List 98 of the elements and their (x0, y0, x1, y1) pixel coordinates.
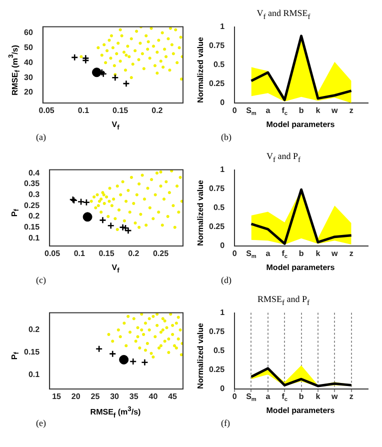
point (77, 198, 85, 206)
point (141, 358, 148, 366)
x-tick-label: 0.05 (44, 249, 61, 258)
y-axis-title: Normalized value (196, 180, 204, 246)
x-tick-label: z (349, 249, 354, 258)
point (95, 345, 103, 353)
x-axis-title: Model parameters (265, 120, 336, 131)
x-tick-label: k (316, 392, 321, 402)
text: (d) (221, 275, 232, 285)
y-tick-label: 0.25 (208, 222, 226, 232)
x-tick-label: 45 (168, 392, 178, 402)
x-tick-label: 0.05 (38, 106, 55, 116)
y-tick-label: 0.1 (28, 370, 40, 380)
y-tick-label: 0.75 (208, 184, 226, 194)
point (122, 80, 130, 88)
y-tick-label: 0.5 (213, 203, 226, 212)
x-tick-label: 35 (129, 392, 139, 402)
x-tick-label: 40 (148, 392, 158, 402)
y-tick-label: 0 (220, 241, 226, 250)
x-tick-label: 0.2 (128, 249, 140, 258)
y-tick-label: 0.1 (28, 233, 40, 242)
point (82, 212, 92, 222)
point (108, 350, 116, 358)
y-tick-label: 60 (24, 28, 34, 37)
chart-title: V$_{f}$ and RMSE$_{f}$ (256, 8, 312, 21)
y-tick-label: 0.5 (213, 346, 226, 356)
y-tick-label: 0.3 (28, 190, 40, 199)
point (129, 358, 137, 366)
point (70, 54, 78, 62)
y-tick-label: 0.15 (24, 222, 40, 232)
point (82, 56, 90, 64)
x-tick-label: 25 (90, 392, 100, 402)
x-axis-title: RMSE$_{f}$ (m$^{3}$/s) (89, 406, 142, 420)
y-tick-label: 0.75 (208, 41, 226, 50)
x-tick-label: b (298, 106, 304, 116)
y-tick-label: 0.4 (28, 168, 40, 178)
text: (e) (36, 418, 46, 428)
y-tick-label: 0.75 (208, 327, 226, 336)
x-tick-label: a (266, 249, 271, 258)
x-axis-title: V$_{f}$ (110, 263, 120, 275)
x-tick-label: 30 (110, 392, 120, 402)
x-axis-title: V$_{f}$ (110, 120, 120, 132)
text: (c) (36, 275, 46, 285)
x-tick-label: 0.2 (152, 106, 164, 116)
x-tick-label: 0.1 (78, 106, 90, 116)
y-tick-label: 0.2 (28, 325, 40, 334)
x-tick-label: 0.15 (98, 249, 115, 258)
point (92, 68, 102, 78)
x-tick-label: w (330, 249, 339, 258)
y-tick-label: 1 (220, 22, 226, 32)
x-tick-label: 0 (232, 106, 238, 116)
point (99, 216, 106, 224)
y-tick-label: 0.35 (24, 179, 40, 188)
x-tick-label: k (316, 249, 321, 258)
x-tick-label: z (349, 106, 354, 116)
point (107, 222, 115, 230)
x-tick-label: 0 (232, 249, 238, 258)
point (82, 198, 90, 206)
x-tick-label: z (349, 392, 354, 402)
y-tick-label: 0.5 (213, 60, 226, 70)
y-tick-label: 1 (220, 165, 226, 174)
x-axis-title: Model parameters (265, 263, 336, 274)
y-tick-label: 0.25 (208, 365, 226, 374)
text: (a) (36, 132, 46, 142)
y-axis-title: Normalized value (196, 37, 204, 103)
x-tick-label: a (266, 392, 271, 402)
x-tick-label: w (330, 392, 339, 402)
x-tick-label: 20 (71, 392, 81, 402)
x-tick-label: 15 (52, 392, 62, 402)
x-tick-label: 0.25 (152, 249, 170, 258)
x-axis-title: Model parameters (265, 406, 336, 417)
y-tick-label: 0 (220, 98, 226, 108)
y-tick-label: 1 (220, 308, 226, 318)
point (82, 54, 90, 62)
y-tick-label: 30 (24, 72, 34, 82)
text: (f) (221, 418, 230, 428)
y-tick-label: 20 (24, 88, 34, 97)
chart-title: RMSE$_{f}$ and P$_{f}$ (256, 294, 310, 307)
x-tick-label: 0.15 (112, 106, 129, 116)
x-tick-label: 0.1 (74, 249, 86, 258)
x-tick-label: a (266, 106, 271, 116)
x-tick-label: k (316, 106, 321, 116)
y-axis-title: Normalized value (196, 323, 204, 389)
y-tick-label: 40 (24, 58, 34, 67)
x-tick-label: b (298, 249, 304, 258)
y-tick-label: 0.2 (28, 212, 40, 221)
x-tick-label: 0 (232, 392, 238, 402)
y-tick-label: 0.25 (208, 79, 226, 88)
text: (b) (221, 132, 232, 142)
y-tick-label: 0.25 (24, 200, 40, 210)
y-tick-label: 0.15 (24, 348, 40, 357)
point (119, 354, 129, 364)
chart-title: V$_{f}$ and P$_{f}$ (266, 151, 302, 164)
x-tick-label: b (298, 392, 304, 402)
y-tick-label: 50 (24, 42, 34, 52)
x-tick-label: w (330, 106, 339, 116)
y-tick-label: 0 (220, 384, 226, 394)
point (112, 74, 119, 82)
